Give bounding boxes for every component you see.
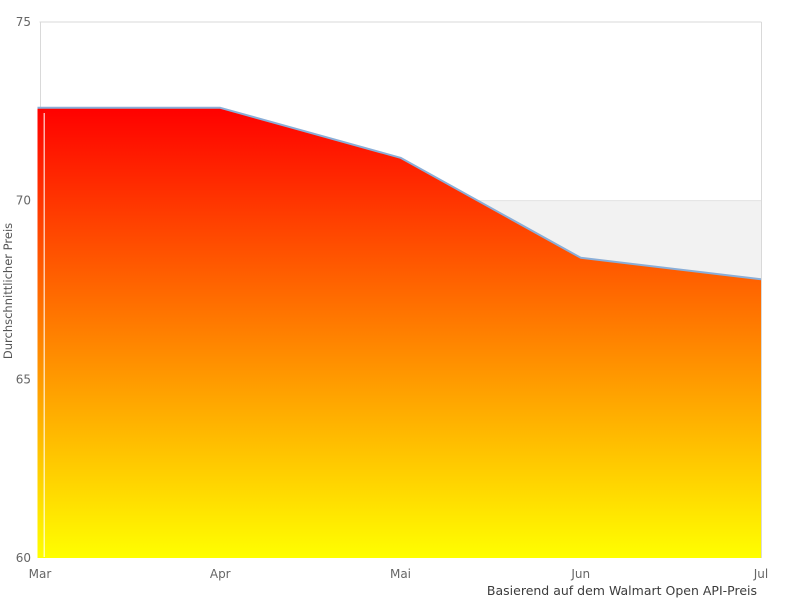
y-tick-label: 75 xyxy=(16,15,31,29)
y-tick-label: 70 xyxy=(16,194,31,208)
chart-caption: Basierend auf dem Walmart Open API-Preis xyxy=(487,583,757,598)
x-tick-label: Jul xyxy=(753,567,768,581)
y-axis-title: Durchschnittlicher Preis xyxy=(1,223,15,359)
series-line xyxy=(37,106,762,281)
x-tick-label: Jun xyxy=(570,567,590,581)
area-series xyxy=(37,107,761,559)
y-tick-label: 65 xyxy=(16,372,31,386)
x-tick-label: Mai xyxy=(390,567,411,581)
x-tick-label: Apr xyxy=(210,567,231,581)
y-tick-label: 60 xyxy=(16,551,31,565)
x-tick-label: Mar xyxy=(29,567,52,581)
